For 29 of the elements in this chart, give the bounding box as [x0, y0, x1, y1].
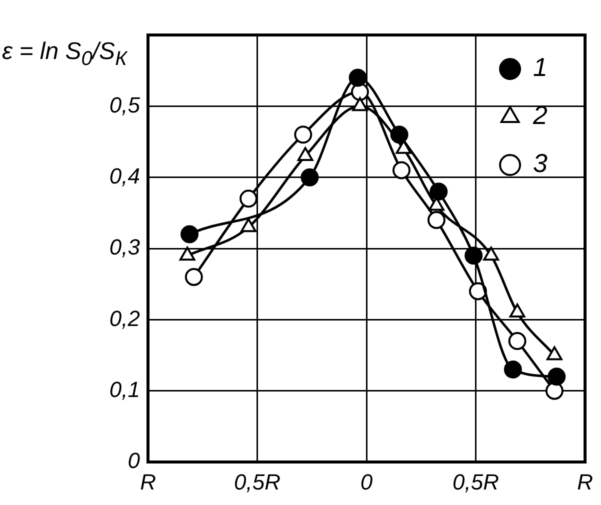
- y-axis-title: ε = ln S$_{0}$/S$_{К}$: [2, 38, 127, 71]
- y-tick-label: 0,3: [109, 234, 141, 260]
- y-tick-label: 0: [128, 448, 141, 474]
- point: [427, 211, 446, 230]
- legend-label: 3: [533, 148, 548, 178]
- point: [508, 332, 526, 350]
- x-tick-label: R: [140, 469, 156, 494]
- point: [392, 161, 410, 180]
- point: [504, 360, 522, 378]
- point: [294, 126, 312, 144]
- x-tick-label: 0,5R: [452, 469, 500, 494]
- y-tick-label: 0,5: [109, 92, 141, 118]
- point: [300, 168, 319, 186]
- point: [464, 246, 483, 265]
- y-tick-label: 0,2: [109, 306, 140, 331]
- point: [184, 268, 203, 286]
- point: [390, 126, 408, 144]
- y-tick-label: 0,4: [109, 163, 140, 188]
- x-tick-label: 0: [360, 469, 374, 494]
- point: [348, 68, 367, 87]
- legend-label: 1: [533, 52, 548, 82]
- y-tick-label: 0,1: [109, 376, 140, 402]
- x-tick-label: 0,5R: [234, 469, 281, 494]
- point: [545, 382, 564, 400]
- point: [180, 225, 199, 244]
- x-tick-label: R: [577, 469, 594, 494]
- point: [548, 368, 566, 386]
- point: [430, 182, 448, 201]
- point: [240, 190, 258, 208]
